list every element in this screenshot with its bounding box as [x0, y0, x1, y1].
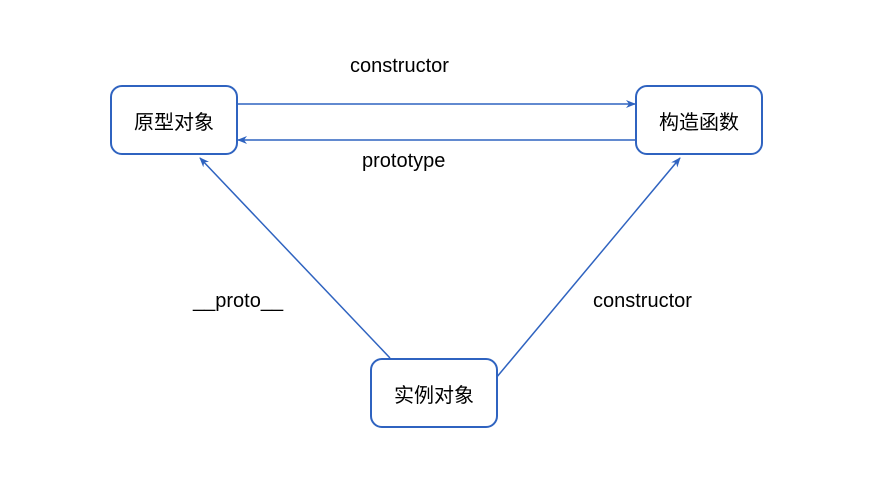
edge-label-constructor-right: constructor: [593, 290, 692, 313]
node-prototype-object: 原型对象: [110, 85, 238, 155]
edge-inst-to-ctor: [496, 158, 680, 378]
node-label: 原型对象: [134, 106, 214, 135]
edge-label-prototype: prototype: [362, 150, 445, 173]
node-label: 构造函数: [659, 106, 739, 135]
node-constructor-function: 构造函数: [635, 85, 763, 155]
edge-label-proto: __proto__: [193, 290, 283, 313]
edge-label-constructor-top: constructor: [350, 55, 449, 78]
edge-inst-to-proto: [200, 158, 390, 358]
node-instance-object: 实例对象: [370, 358, 498, 428]
node-label: 实例对象: [394, 379, 474, 408]
